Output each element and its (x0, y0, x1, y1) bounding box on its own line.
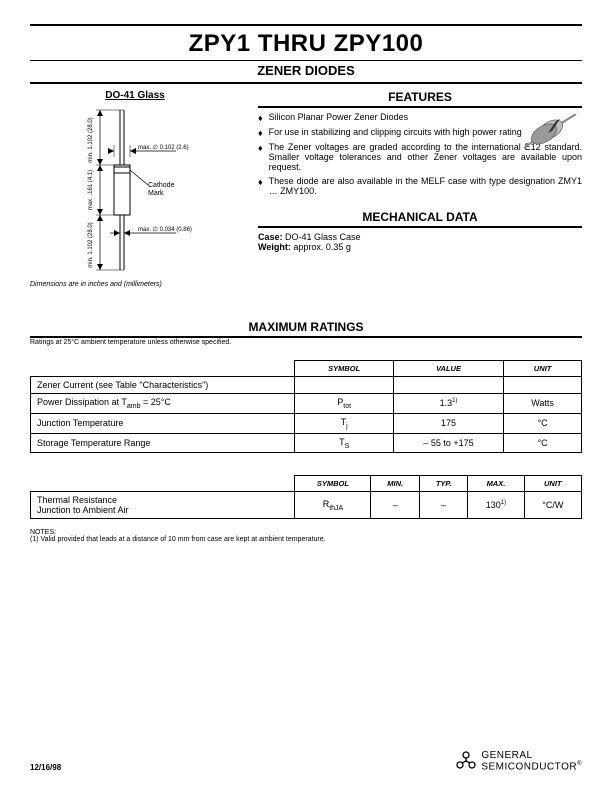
notes-label: NOTES: (30, 529, 582, 536)
max-ratings-heading: MAXIMUM RATINGS (30, 320, 582, 338)
param-cell: Thermal ResistanceJunction to Ambient Ai… (31, 492, 295, 519)
symbol-cell: TS (295, 433, 393, 453)
svg-text:Cathode: Cathode (148, 182, 175, 189)
feature-item: ♦ These diode are also available in the M… (258, 176, 582, 196)
unit-cell: Watts (504, 394, 582, 414)
col-unit: UNIT (504, 361, 582, 377)
main-title: ZPY1 THRU ZPY100 (30, 30, 582, 58)
subtitle: ZENER DIODES (30, 61, 582, 84)
top-columns: DO-41 Glass (30, 90, 582, 288)
param-cell: Junction Temperature (31, 413, 295, 433)
case-label: Case: (258, 232, 283, 242)
max-ratings-table: SYMBOL VALUE UNIT Zener Current (see Tab… (30, 360, 582, 453)
svg-text:max. .161 (4.1): max. .161 (4.1) (88, 170, 94, 210)
diamond-bullet-icon: ♦ (258, 177, 263, 187)
mechanical-heading: MECHANICAL DATA (258, 210, 582, 228)
company-logo: GENERAL SEMICONDUCTOR® (455, 750, 582, 772)
max-cell: 1301) (468, 492, 524, 519)
unit-cell: °C/W (524, 492, 581, 519)
case-value: DO-41 Glass Case (285, 232, 361, 242)
unit-cell: °C (504, 413, 582, 433)
thermal-table: SYMBOL MIN. TYP. MAX. UNIT Thermal Resis… (30, 475, 582, 519)
table-header-row: SYMBOL MIN. TYP. MAX. UNIT (31, 476, 582, 492)
svg-text:max. ∅ 0.034 (0.86): max. ∅ 0.034 (0.86) (138, 226, 192, 233)
table-row: Storage Temperature Range TS – 55 to +17… (31, 433, 582, 453)
max-ratings-section: MAXIMUM RATINGS Ratings at 25°C ambient … (30, 320, 582, 543)
symbol-cell: Ptot (295, 394, 393, 414)
table-row: Junction Temperature Tj 175 °C (31, 413, 582, 433)
package-name: DO-41 Glass (30, 90, 240, 101)
dimensions-note: Dimensions are in inches and (millimeter… (30, 281, 240, 288)
mechanical-data: Case: DO-41 Glass Case Weight: approx. 0… (258, 232, 582, 252)
logo-mark-icon (455, 750, 477, 772)
notes-text: (1) Valid provided that leads at a dista… (30, 536, 582, 543)
feature-text: These diode are also available in the ME… (269, 176, 582, 196)
value-cell (393, 377, 503, 394)
diamond-bullet-icon: ♦ (258, 113, 263, 123)
feature-text: Silicon Planar Power Zener Diodes (269, 112, 409, 122)
col-unit: UNIT (524, 476, 581, 492)
unit-cell (504, 377, 582, 394)
package-column: DO-41 Glass (30, 90, 240, 288)
page-footer: 12/16/98 GENERAL SEMICONDUCTOR® (30, 750, 582, 772)
col-value: VALUE (393, 361, 503, 377)
col-max: MAX. (468, 476, 524, 492)
value-cell: 1.31) (393, 394, 503, 414)
table-row: Power Dissipation at Tamb = 25°C Ptot 1.… (31, 394, 582, 414)
svg-text:Mark: Mark (148, 190, 164, 197)
package-outline-drawing: min. 1.102 (28.0) max. .161 (4.1) min. 1… (40, 105, 230, 275)
col-symbol: SYMBOL (295, 476, 371, 492)
weight-label: Weight: (258, 242, 291, 252)
diamond-bullet-icon: ♦ (258, 128, 263, 138)
value-cell: 175 (393, 413, 503, 433)
unit-cell: °C (504, 433, 582, 453)
diode-photo-icon (522, 114, 578, 154)
typ-cell: – (420, 492, 468, 519)
svg-text:min. 1.102 (28.0): min. 1.102 (28.0) (88, 117, 94, 162)
title-block: ZPY1 THRU ZPY100 (30, 24, 582, 61)
col-symbol: SYMBOL (295, 361, 393, 377)
min-cell: – (371, 492, 420, 519)
col-min: MIN. (371, 476, 420, 492)
feature-text: For use in stabilizing and clipping circ… (269, 127, 522, 137)
svg-text:min. 1.102 (28.0): min. 1.102 (28.0) (88, 222, 94, 267)
weight-value: approx. 0.35 g (293, 242, 351, 252)
symbol-cell: RthJA (295, 492, 371, 519)
logo-text: GENERAL SEMICONDUCTOR® (481, 750, 582, 772)
table-row: Thermal ResistanceJunction to Ambient Ai… (31, 492, 582, 519)
ratings-condition-note: Ratings at 25°C ambient temperature unle… (30, 339, 582, 346)
svg-text:max. ∅ 0.102 (2.6): max. ∅ 0.102 (2.6) (138, 144, 189, 151)
symbol-cell (295, 377, 393, 394)
param-cell: Storage Temperature Range (31, 433, 295, 453)
footer-date: 12/16/98 (30, 763, 61, 772)
notes-block: NOTES: (1) Valid provided that leads at … (30, 529, 582, 543)
diamond-bullet-icon: ♦ (258, 143, 263, 153)
value-cell: – 55 to +175 (393, 433, 503, 453)
param-cell: Power Dissipation at Tamb = 25°C (31, 394, 295, 414)
param-cell: Zener Current (see Table "Characteristic… (31, 377, 295, 394)
features-heading: FEATURES (258, 90, 582, 108)
symbol-cell: Tj (295, 413, 393, 433)
table-header-row: SYMBOL VALUE UNIT (31, 361, 582, 377)
table-row: Zener Current (see Table "Characteristic… (31, 377, 582, 394)
col-typ: TYP. (420, 476, 468, 492)
